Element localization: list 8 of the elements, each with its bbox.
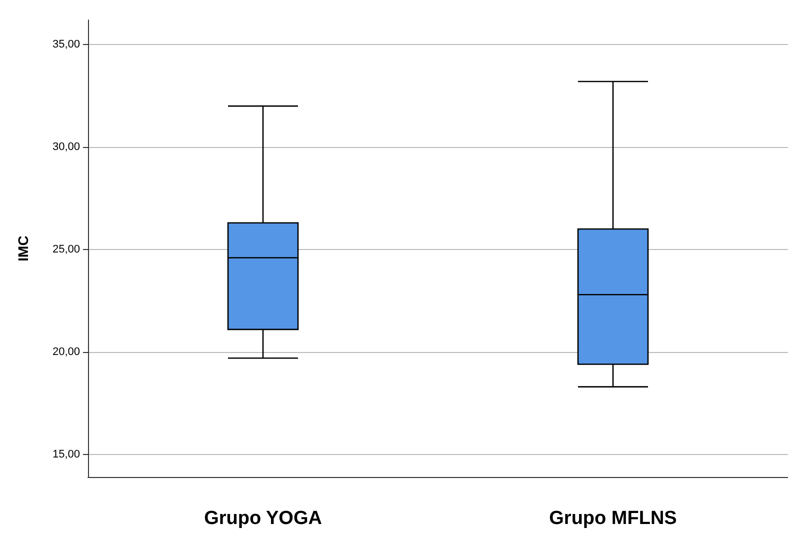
y-tick-label: 30,00 — [52, 141, 80, 154]
x-tick-label: Grupo MFLNS — [549, 508, 677, 529]
y-tick-label: 35,00 — [52, 38, 80, 51]
y-tick-label: 15,00 — [52, 448, 80, 460]
y-tick-label: 25,00 — [52, 244, 80, 256]
y-tick-label: 20,00 — [52, 346, 80, 358]
x-tick-label: Grupo YOGA — [204, 508, 322, 529]
y-axis-title: IMC — [15, 236, 31, 262]
